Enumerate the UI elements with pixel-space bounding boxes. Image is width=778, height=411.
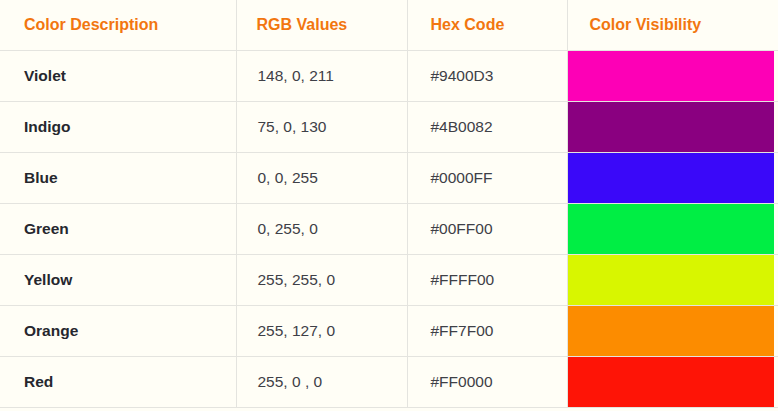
color-swatch — [568, 306, 775, 356]
column-header-color-visibility: Color Visibility — [567, 0, 778, 50]
table-body: Violet 148, 0, 211 #9400D3 Indigo 75, 0,… — [0, 50, 778, 407]
cell-rgb-value: 255, 0 , 0 — [236, 356, 407, 407]
cell-color-visibility — [567, 254, 778, 305]
cell-color-name: Red — [0, 356, 236, 407]
color-swatch — [568, 357, 775, 407]
header-row: Color Description RGB Values Hex Code Co… — [0, 0, 778, 50]
cell-color-visibility — [567, 356, 778, 407]
cell-color-visibility — [567, 50, 778, 101]
cell-rgb-value: 0, 255, 0 — [236, 203, 407, 254]
cell-color-visibility — [567, 305, 778, 356]
cell-color-name: Green — [0, 203, 236, 254]
table-row-red: Red 255, 0 , 0 #FF0000 — [0, 356, 778, 407]
table-header: Color Description RGB Values Hex Code Co… — [0, 0, 778, 50]
cell-rgb-value: 75, 0, 130 — [236, 101, 407, 152]
cell-rgb-value: 255, 127, 0 — [236, 305, 407, 356]
table-row-violet: Violet 148, 0, 211 #9400D3 — [0, 50, 778, 101]
color-swatch — [568, 255, 775, 305]
column-header-rgb-values: RGB Values — [236, 0, 407, 50]
cell-color-name: Indigo — [0, 101, 236, 152]
cell-color-name: Violet — [0, 50, 236, 101]
table-row-blue: Blue 0, 0, 255 #0000FF — [0, 152, 778, 203]
cell-hex-code: #FF7F00 — [407, 305, 567, 356]
cell-rgb-value: 0, 0, 255 — [236, 152, 407, 203]
cell-rgb-value: 148, 0, 211 — [236, 50, 407, 101]
cell-rgb-value: 255, 255, 0 — [236, 254, 407, 305]
cell-color-visibility — [567, 203, 778, 254]
table-row-green: Green 0, 255, 0 #00FF00 — [0, 203, 778, 254]
column-header-color-description: Color Description — [0, 0, 236, 50]
cell-color-name: Yellow — [0, 254, 236, 305]
table-row-yellow: Yellow 255, 255, 0 #FFFF00 — [0, 254, 778, 305]
cell-hex-code: #FF0000 — [407, 356, 567, 407]
cell-hex-code: #4B0082 — [407, 101, 567, 152]
cell-color-visibility — [567, 152, 778, 203]
table-row-indigo: Indigo 75, 0, 130 #4B0082 — [0, 101, 778, 152]
color-swatch — [568, 153, 775, 203]
cell-color-visibility — [567, 101, 778, 152]
cell-hex-code: #0000FF — [407, 152, 567, 203]
color-table: Color Description RGB Values Hex Code Co… — [0, 0, 778, 408]
table-row-orange: Orange 255, 127, 0 #FF7F00 — [0, 305, 778, 356]
cell-color-name: Orange — [0, 305, 236, 356]
column-header-hex-code: Hex Code — [407, 0, 567, 50]
cell-hex-code: #9400D3 — [407, 50, 567, 101]
color-swatch — [568, 102, 775, 152]
cell-color-name: Blue — [0, 152, 236, 203]
color-swatch — [568, 51, 775, 101]
cell-hex-code: #00FF00 — [407, 203, 567, 254]
cell-hex-code: #FFFF00 — [407, 254, 567, 305]
color-swatch — [568, 204, 775, 254]
